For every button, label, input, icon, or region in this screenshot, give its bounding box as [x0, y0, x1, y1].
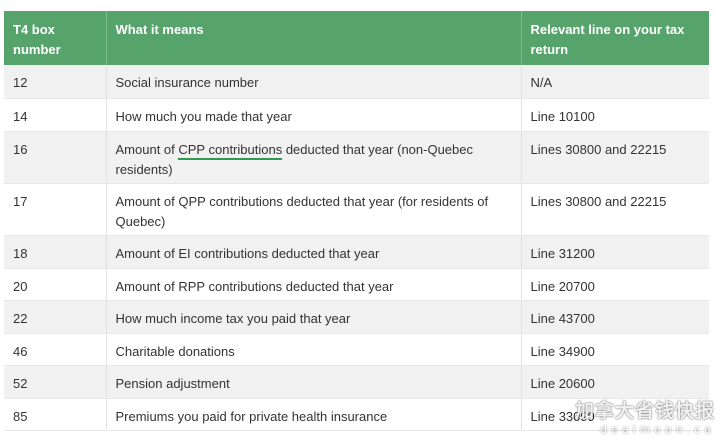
box-number-cell: 14: [4, 98, 107, 132]
meaning-cell: Amount of CPP contributions deducted tha…: [106, 131, 522, 184]
meaning-cell: Amount of RPP contributions deducted tha…: [106, 268, 522, 301]
table-header-row: T4 box number What it means Relevant lin…: [4, 11, 709, 65]
box-number-cell: 85: [4, 398, 107, 431]
tax-line-cell: Lines 30800 and 22215: [521, 183, 709, 236]
header-box-number: T4 box number: [4, 11, 107, 65]
meaning-cell: Social insurance number: [106, 65, 522, 99]
box-number-cell: 17: [4, 183, 107, 236]
meaning-cell: Amount of EI contributions deducted that…: [106, 235, 522, 269]
tax-line-cell: Lines 30800 and 22215: [521, 131, 709, 184]
meaning-cell: How much you made that year: [106, 98, 522, 132]
table-row: 16 Amount of CPP contributions deducted …: [4, 131, 709, 184]
header-what-it-means: What it means: [106, 11, 522, 65]
meaning-cell: How much income tax you paid that year: [106, 300, 522, 334]
tax-line-cell: Line 10100: [521, 98, 709, 132]
header-relevant-line: Relevant line on your tax return: [521, 11, 709, 65]
tax-line-cell: Line 31200: [521, 235, 709, 269]
box-number-cell: 20: [4, 268, 107, 301]
tax-line-cell: Line 43700: [521, 300, 709, 334]
meaning-text-post: deducted that year (non-Quebec residents…: [115, 141, 474, 177]
table-row: 12 Social insurance number N/A: [4, 65, 709, 99]
tax-line-cell: Line 34900: [521, 333, 709, 366]
meaning-cell: Premiums you paid for private health ins…: [106, 398, 522, 431]
table-row: 18 Amount of EI contributions deducted t…: [4, 235, 709, 269]
table-row: 20 Amount of RPP contributions deducted …: [4, 268, 709, 301]
box-number-cell: 22: [4, 300, 107, 334]
meaning-text-pre: Amount of: [115, 141, 179, 157]
box-number-cell: 12: [4, 65, 107, 99]
table-row: 52 Pension adjustment Line 20600: [4, 365, 709, 399]
box-number-cell: 52: [4, 365, 107, 399]
box-number-cell: 46: [4, 333, 107, 366]
cpp-contributions-link[interactable]: CPP contributions: [178, 141, 283, 160]
table-row: 85 Premiums you paid for private health …: [4, 398, 709, 431]
tax-line-cell: Line 20700: [521, 268, 709, 301]
t4-box-table: T4 box number What it means Relevant lin…: [4, 11, 709, 431]
meaning-cell: Charitable donations: [106, 333, 522, 366]
box-number-cell: 18: [4, 235, 107, 269]
tax-line-cell: Line 20600: [521, 365, 709, 399]
table-row: 14 How much you made that year Line 1010…: [4, 98, 709, 132]
table-row: 46 Charitable donations Line 34900: [4, 333, 709, 366]
tax-line-cell: Line 33099: [521, 398, 709, 431]
box-number-cell: 16: [4, 131, 107, 184]
table-row: 22 How much income tax you paid that yea…: [4, 300, 709, 334]
tax-line-cell: N/A: [521, 65, 709, 99]
meaning-cell: Pension adjustment: [106, 365, 522, 399]
table-row: 17 Amount of QPP contributions deducted …: [4, 183, 709, 236]
meaning-cell: Amount of QPP contributions deducted tha…: [106, 183, 522, 236]
